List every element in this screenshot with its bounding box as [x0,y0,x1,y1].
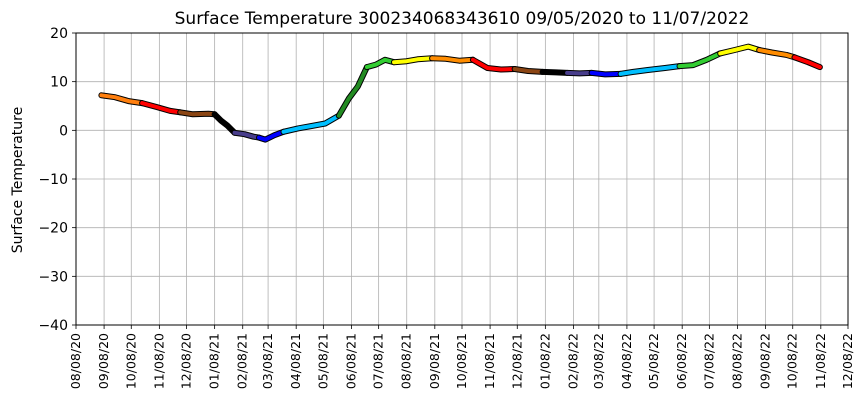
x-tick-label: 08/08/22 [729,333,744,389]
series-line [392,56,435,65]
x-tick-label: 10/08/20 [123,333,138,389]
x-tick-label: 11/08/22 [813,333,828,389]
x-tick-label: 01/08/21 [207,333,222,389]
x-tick-label: 09/08/22 [758,333,773,389]
series-line [718,44,762,56]
x-tick-label: 08/08/20 [68,333,83,389]
x-tick-label: 06/08/22 [674,333,689,389]
series-line [212,112,237,135]
x-tick-label: 11/08/21 [482,333,497,389]
series-line [757,48,797,60]
x-tick-label: 08/08/21 [399,333,414,389]
y-axis-ticks: 20 10 0 −10 −20 −30 −40 [38,26,76,334]
x-tick-label: 05/08/22 [646,333,661,389]
x-tick-label: 07/08/22 [701,333,716,389]
series-line [336,65,369,118]
y-tick-label: −40 [38,318,68,334]
x-tick-label: 02/08/21 [235,333,250,389]
x-tick-label: 04/08/21 [288,333,303,389]
y-tick-label: 20 [50,26,68,42]
x-tick-label: 05/08/21 [315,333,330,389]
x-tick-label: 09/08/21 [427,333,442,389]
x-tick-label: 12/08/21 [509,333,524,389]
x-tick-label: 06/08/21 [343,333,358,389]
series-line [792,55,822,70]
series-line [512,67,545,74]
chart-title: Surface Temperature 300234068343610 09/0… [175,9,750,29]
series-line [257,129,286,142]
x-tick-label: 01/08/22 [537,333,552,389]
y-tick-label: −20 [38,221,68,237]
series-line [565,70,594,76]
y-axis-label: Surface Temperature [10,107,26,253]
series-line [540,69,570,75]
series-line [140,101,183,115]
series-line [364,57,396,70]
series-line [178,110,217,117]
series-line [589,70,623,77]
x-tick-label: 10/08/21 [454,333,469,389]
series-line [232,130,261,140]
series-line [677,51,723,69]
x-tick-label: 07/08/21 [371,333,386,389]
x-tick-label: 11/08/20 [151,333,166,389]
series-line [99,93,145,106]
x-tick-label: 04/08/22 [619,333,634,389]
series-line [281,113,341,134]
x-tick-label: 03/08/22 [591,333,606,389]
x-tick-label: 12/08/20 [179,333,194,389]
x-tick-label: 09/08/20 [96,333,111,389]
series-line [430,56,475,63]
x-tick-label: 12/08/22 [840,333,855,389]
series-line [618,64,682,76]
series-line [470,57,517,72]
gridlines [75,32,849,326]
y-tick-label: −30 [38,269,68,285]
data-series [98,43,823,143]
y-tick-label: −10 [38,172,68,188]
y-tick-label: 10 [50,75,68,91]
x-tick-label: 10/08/22 [785,333,800,389]
x-tick-label: 03/08/21 [260,333,275,389]
x-tick-label: 02/08/22 [565,333,580,389]
x-axis-ticks: 08/08/20 09/08/20 10/08/20 11/08/20 12/08/20… [68,325,855,389]
y-tick-label: 0 [59,123,68,139]
